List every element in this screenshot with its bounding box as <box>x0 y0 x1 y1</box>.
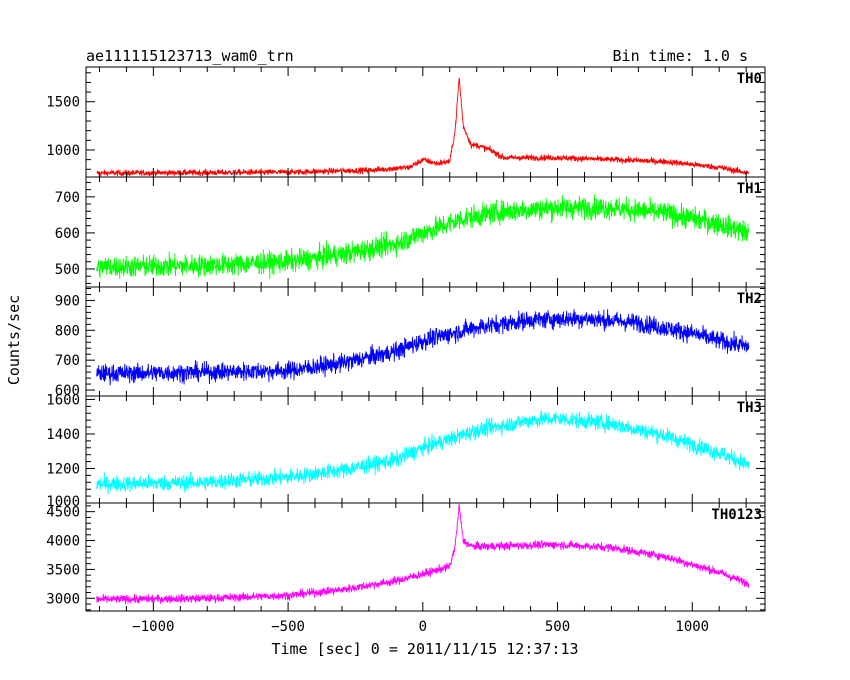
y-tick-label: 4500 <box>46 505 80 521</box>
series-line-th1 <box>96 194 750 280</box>
series-line-th0123 <box>96 503 750 605</box>
x-tick-label: −1000 <box>132 619 174 635</box>
panels-group: 1000 1500 TH0 500 600 700 TH1 600 700 800 900 TH2 10… <box>46 66 766 635</box>
panel-th0: 1000 1500 TH0 <box>46 66 766 178</box>
y-tick-label: 900 <box>55 293 80 309</box>
y-tick-label: 500 <box>55 262 80 278</box>
panel-th0123: 3000 3500 4000 4500 TH0123 <box>46 502 766 612</box>
series-line-th0 <box>96 77 750 177</box>
y-tick-label: 3000 <box>46 591 80 607</box>
x-tick-label: 500 <box>545 619 570 635</box>
bin-time-label: Bin time: 1.0 s <box>613 47 748 65</box>
y-axis-label: Counts/sec <box>5 295 23 385</box>
y-tick-label: 1000 <box>46 494 80 510</box>
y-tick-label: 700 <box>55 190 80 206</box>
y-tick-label: 4000 <box>46 534 80 550</box>
panel-label-th3: TH3 <box>737 400 762 416</box>
panel-label-th1: TH1 <box>737 181 762 197</box>
y-tick-label: 1200 <box>46 461 80 477</box>
panel-label-th0: TH0 <box>737 71 762 87</box>
x-tick-label: 0 <box>419 619 427 635</box>
y-tick-label: 600 <box>55 226 80 242</box>
y-tick-label: 700 <box>55 353 80 369</box>
panel-label-th2: TH2 <box>737 291 762 307</box>
y-tick-label: 1500 <box>46 95 80 111</box>
y-tick-label: 1000 <box>46 143 80 159</box>
y-tick-label: 1600 <box>46 392 80 408</box>
x-tick-label: 1000 <box>675 619 709 635</box>
panel-th3: 1000 1200 1400 1600 TH3 <box>46 392 766 510</box>
series-line-th3 <box>96 410 750 495</box>
chart-title: ae111115123713_wam0_trn <box>86 47 294 65</box>
panel-th2: 600 700 800 900 TH2 <box>55 286 766 399</box>
x-tick-label: −500 <box>271 619 305 635</box>
y-tick-label: 1400 <box>46 427 80 443</box>
series-line-th2 <box>96 309 750 386</box>
y-tick-label: 3500 <box>46 562 80 578</box>
panel-th1: 500 600 700 TH1 <box>55 176 766 288</box>
panel-label-th0123: TH0123 <box>711 507 762 523</box>
y-tick-label: 800 <box>55 323 80 339</box>
panel-frame-th0123 <box>85 502 766 612</box>
y-tick-label: 600 <box>55 383 80 399</box>
x-axis-label: Time [sec] 0 = 2011/11/15 12:37:13 <box>271 640 578 658</box>
